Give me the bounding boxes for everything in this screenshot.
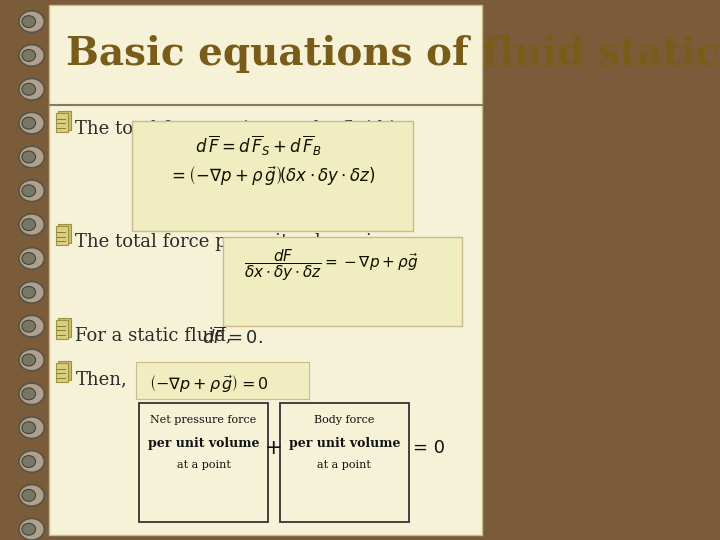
Ellipse shape xyxy=(22,388,35,400)
Text: The total force acting on the fluid is: The total force acting on the fluid is xyxy=(76,120,405,138)
Ellipse shape xyxy=(22,50,35,62)
Ellipse shape xyxy=(19,484,45,506)
Ellipse shape xyxy=(19,383,45,404)
Text: at a point: at a point xyxy=(176,460,230,470)
FancyBboxPatch shape xyxy=(222,237,462,326)
Ellipse shape xyxy=(22,422,35,434)
Text: The total force per unit volume is.: The total force per unit volume is. xyxy=(76,233,387,251)
Text: $\left(-\nabla p + \rho\,\vec{g}\right) = 0$: $\left(-\nabla p + \rho\,\vec{g}\right) … xyxy=(148,374,269,395)
Text: $d\,\overline{F} = d\,\overline{F}_S + d\,\overline{F}_B$: $d\,\overline{F} = d\,\overline{F}_S + d… xyxy=(195,134,322,158)
Text: Net pressure force: Net pressure force xyxy=(150,415,257,425)
FancyBboxPatch shape xyxy=(136,362,310,399)
Ellipse shape xyxy=(22,320,35,332)
Text: Basic equations of fluid statics...: Basic equations of fluid statics... xyxy=(66,35,720,73)
Text: $\dfrac{dF}{\delta x \cdot \delta y \cdot \delta z} = -\nabla p + \rho\vec{g}$: $\dfrac{dF}{\delta x \cdot \delta y \cdo… xyxy=(243,247,418,283)
Ellipse shape xyxy=(22,354,35,366)
Ellipse shape xyxy=(19,349,45,371)
Ellipse shape xyxy=(22,83,35,95)
Ellipse shape xyxy=(22,219,35,231)
FancyBboxPatch shape xyxy=(55,113,68,132)
FancyBboxPatch shape xyxy=(49,5,482,535)
Text: per unit volume: per unit volume xyxy=(289,437,400,450)
Ellipse shape xyxy=(19,248,45,269)
Ellipse shape xyxy=(19,451,45,472)
FancyBboxPatch shape xyxy=(55,320,68,339)
Ellipse shape xyxy=(19,112,45,134)
Ellipse shape xyxy=(19,281,45,303)
Ellipse shape xyxy=(19,180,45,201)
FancyBboxPatch shape xyxy=(280,403,409,522)
Text: Body force: Body force xyxy=(314,415,374,425)
Text: per unit volume: per unit volume xyxy=(148,437,259,450)
Ellipse shape xyxy=(19,518,45,540)
Ellipse shape xyxy=(22,523,35,535)
Ellipse shape xyxy=(19,45,45,66)
Ellipse shape xyxy=(22,489,35,501)
Text: +: + xyxy=(265,438,282,458)
Ellipse shape xyxy=(19,78,45,100)
Text: = 0: = 0 xyxy=(413,439,445,457)
Text: For a static fluid,: For a static fluid, xyxy=(76,327,238,345)
FancyBboxPatch shape xyxy=(58,224,71,243)
Ellipse shape xyxy=(19,214,45,235)
Ellipse shape xyxy=(22,16,35,28)
Ellipse shape xyxy=(19,146,45,168)
Text: $= \left(-\nabla p + \rho\,\vec{g}\right)\!\left(\delta x \cdot \delta y \cdot \: $= \left(-\nabla p + \rho\,\vec{g}\right… xyxy=(168,165,375,188)
Text: $d\overline{F}=0.$: $d\overline{F}=0.$ xyxy=(202,327,264,348)
Ellipse shape xyxy=(22,286,35,298)
Ellipse shape xyxy=(19,11,45,32)
FancyBboxPatch shape xyxy=(55,226,68,245)
Ellipse shape xyxy=(19,417,45,438)
Ellipse shape xyxy=(22,456,35,468)
Ellipse shape xyxy=(22,185,35,197)
FancyBboxPatch shape xyxy=(58,318,71,336)
FancyBboxPatch shape xyxy=(55,363,68,382)
Ellipse shape xyxy=(22,151,35,163)
FancyBboxPatch shape xyxy=(139,403,268,522)
Ellipse shape xyxy=(22,117,35,129)
Text: at a point: at a point xyxy=(318,460,372,470)
Text: Then,: Then, xyxy=(76,370,127,388)
FancyBboxPatch shape xyxy=(58,361,71,380)
FancyBboxPatch shape xyxy=(132,121,413,231)
Ellipse shape xyxy=(19,315,45,337)
Ellipse shape xyxy=(22,253,35,265)
FancyBboxPatch shape xyxy=(58,111,71,130)
